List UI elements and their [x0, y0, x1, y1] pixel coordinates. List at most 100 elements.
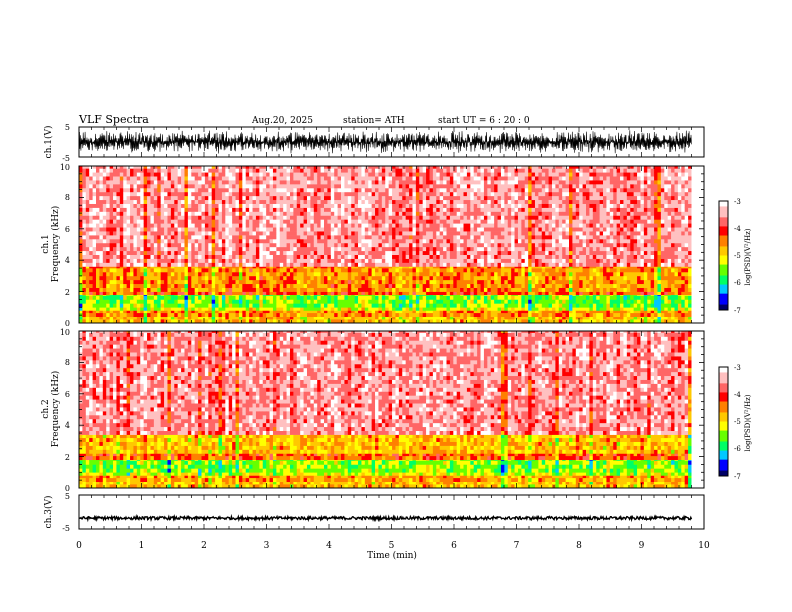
spectrogram-cell — [92, 250, 97, 256]
spectrogram-cell — [279, 254, 284, 259]
spectrogram-cell — [453, 254, 458, 259]
spectrogram-cell — [102, 227, 107, 232]
spectrogram-cell — [422, 207, 427, 212]
spectrogram-cell — [375, 235, 379, 240]
spectrogram-cell — [153, 195, 158, 201]
spectrogram-cell — [375, 195, 379, 201]
spectrogram-cell — [419, 307, 424, 311]
spectrogram-cell — [198, 211, 202, 216]
spectrogram-cell — [330, 246, 335, 252]
spectrogram-cell — [109, 279, 114, 285]
spectrogram-cell — [289, 239, 294, 244]
spectrogram-cell — [337, 283, 342, 288]
spectrogram-cell — [245, 291, 250, 296]
spectrogram-cell — [102, 316, 107, 320]
spectrogram-cell — [215, 246, 219, 252]
spectrogram-cell — [276, 246, 281, 252]
spectrogram-cell — [330, 180, 335, 185]
spectrogram-cell — [191, 223, 196, 228]
spectrogram-cell — [150, 291, 155, 296]
spectrogram-cell — [143, 168, 148, 173]
spectrogram-cell — [334, 227, 339, 232]
spectrogram-cell — [317, 168, 321, 173]
spectrogram-cell — [170, 291, 175, 296]
spectrogram-cell — [92, 207, 97, 212]
spectrogram-cell — [470, 223, 475, 228]
spectrogram-cell — [381, 199, 386, 204]
spectrogram-cell — [293, 310, 298, 314]
spectrogram-cell — [368, 187, 373, 193]
spectrogram-cell — [392, 215, 396, 220]
spectrogram-cell — [262, 279, 267, 285]
spectrogram-cell — [238, 235, 243, 240]
spectrogram-cell — [96, 184, 100, 189]
spectrogram-cell — [136, 303, 141, 308]
spectrogram-cell — [150, 294, 155, 296]
spectrogram-cell — [361, 316, 366, 320]
spectrogram-cell — [334, 268, 339, 273]
spectrogram-cell — [82, 172, 87, 177]
spectrogram-cell — [296, 299, 301, 304]
spectrogram-cell — [119, 227, 124, 232]
spectrogram-cell — [354, 195, 359, 201]
spectrogram-cell — [409, 227, 413, 232]
spectrogram-cell — [133, 227, 138, 232]
spectrogram-cell — [306, 207, 311, 212]
spectrogram-cell — [218, 231, 223, 236]
spectrogram-cell — [113, 291, 117, 296]
spectrogram-cell — [157, 283, 162, 288]
spectrogram-cell — [354, 215, 359, 220]
spectrogram-cell — [436, 310, 441, 314]
spectrogram-cell — [102, 258, 107, 263]
spectrogram-cell — [351, 191, 356, 197]
spectrogram-cell — [317, 207, 321, 212]
spectrogram-cell — [245, 215, 250, 220]
spectrogram-cell — [102, 295, 107, 300]
spectrogram-cell — [150, 287, 155, 292]
spectrogram-cell — [150, 262, 155, 267]
spectrogram-cell — [296, 223, 301, 228]
spectrogram-cell — [242, 283, 247, 288]
spectrogram-cell — [381, 191, 386, 197]
spectrogram-cell — [215, 184, 219, 189]
spectrogram-cell — [422, 223, 427, 228]
spectrogram-cell — [368, 299, 373, 304]
spectrogram-cell — [371, 166, 376, 169]
spectrogram-cell — [466, 223, 471, 228]
spectrogram-cell — [310, 283, 315, 288]
spectrogram-cell — [368, 235, 373, 240]
spectrogram-cell — [184, 239, 189, 244]
spectrogram-cell — [133, 239, 138, 244]
spectrogram-cell — [133, 266, 138, 269]
spectrogram-cell — [266, 268, 270, 273]
spectrogram-cell — [130, 199, 134, 204]
spectrogram-cell — [409, 203, 413, 208]
spectrogram-cell — [415, 275, 420, 281]
spectrogram-cell — [157, 235, 162, 240]
spectrogram-cell — [456, 307, 461, 311]
spectrogram-cell — [228, 231, 233, 236]
spectrogram-cell — [211, 295, 216, 300]
spectrogram-cell — [351, 231, 356, 236]
spectrogram-cell — [181, 316, 185, 320]
spectrogram-cell — [324, 187, 328, 193]
spectrogram-cell — [432, 262, 437, 267]
spectrogram-cell — [466, 239, 471, 244]
spectrogram-cell — [79, 268, 83, 273]
spectrogram-cell — [449, 168, 454, 173]
spectrogram-cell — [126, 168, 131, 173]
spectrogram-cell — [324, 180, 328, 185]
spectrogram-cell — [354, 231, 359, 236]
spectrogram-cell — [143, 187, 148, 193]
spectrogram-cell — [187, 211, 192, 216]
spectrogram-cell — [140, 211, 145, 216]
spectrogram-cell — [187, 299, 192, 304]
spectrogram-cell — [143, 184, 148, 189]
spectrogram-cell — [446, 207, 451, 212]
spectrogram-cell — [126, 172, 131, 177]
spectrogram-cell — [153, 287, 158, 292]
spectrogram-cell — [92, 211, 97, 216]
spectrogram-cell — [283, 246, 287, 252]
spectrogram-cell — [330, 203, 335, 208]
spectrogram-cell — [79, 310, 83, 314]
